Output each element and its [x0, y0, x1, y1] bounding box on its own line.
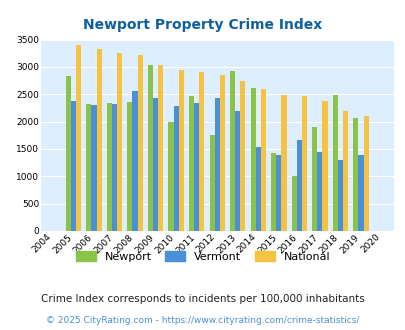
- Bar: [301, 96, 306, 231]
- Bar: [234, 111, 240, 231]
- Bar: [322, 101, 327, 231]
- Bar: [230, 71, 234, 231]
- Bar: [271, 153, 275, 231]
- Bar: [76, 45, 81, 231]
- Bar: [337, 160, 342, 231]
- Bar: [255, 147, 260, 231]
- Bar: [132, 91, 137, 231]
- Bar: [112, 104, 117, 231]
- Bar: [127, 102, 132, 231]
- Text: Crime Index corresponds to incidents per 100,000 inhabitants: Crime Index corresponds to incidents per…: [41, 294, 364, 304]
- Bar: [199, 72, 204, 231]
- Bar: [178, 70, 183, 231]
- Bar: [250, 88, 255, 231]
- Bar: [317, 152, 322, 231]
- Bar: [311, 127, 317, 231]
- Bar: [153, 98, 158, 231]
- Bar: [240, 81, 245, 231]
- Text: Newport Property Crime Index: Newport Property Crime Index: [83, 18, 322, 32]
- Bar: [332, 95, 337, 231]
- Bar: [168, 122, 173, 231]
- Bar: [260, 89, 265, 231]
- Bar: [194, 103, 199, 231]
- Bar: [291, 176, 296, 231]
- Bar: [209, 135, 214, 231]
- Legend: Newport, Vermont, National: Newport, Vermont, National: [71, 247, 334, 267]
- Bar: [352, 118, 358, 231]
- Bar: [296, 140, 301, 231]
- Bar: [86, 104, 91, 231]
- Text: © 2025 CityRating.com - https://www.cityrating.com/crime-statistics/: © 2025 CityRating.com - https://www.city…: [46, 316, 359, 325]
- Bar: [281, 95, 286, 231]
- Bar: [173, 106, 178, 231]
- Bar: [107, 103, 112, 231]
- Bar: [91, 105, 96, 231]
- Bar: [71, 101, 76, 231]
- Bar: [275, 155, 281, 231]
- Bar: [66, 76, 71, 231]
- Bar: [342, 111, 347, 231]
- Bar: [219, 75, 224, 231]
- Bar: [188, 96, 194, 231]
- Bar: [362, 115, 368, 231]
- Bar: [358, 155, 362, 231]
- Bar: [137, 55, 143, 231]
- Bar: [147, 65, 153, 231]
- Bar: [214, 98, 219, 231]
- Bar: [96, 50, 101, 231]
- Bar: [117, 53, 122, 231]
- Bar: [158, 65, 163, 231]
